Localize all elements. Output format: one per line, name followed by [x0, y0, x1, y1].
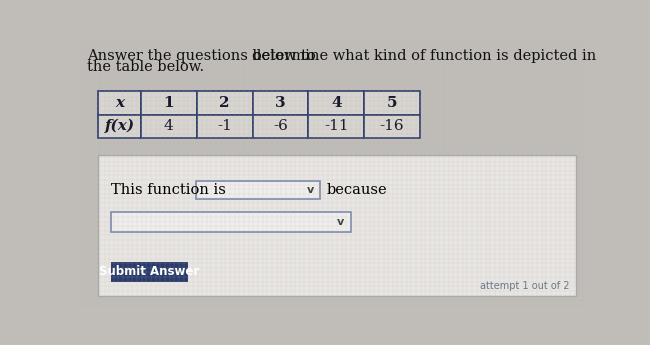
- Bar: [98, 115, 141, 138]
- Text: x: x: [115, 96, 124, 110]
- Text: v: v: [307, 185, 315, 195]
- Bar: [308, 115, 364, 138]
- Text: Answer the questions below to: Answer the questions below to: [88, 49, 316, 63]
- Text: 2: 2: [220, 96, 230, 110]
- Text: 3: 3: [275, 96, 286, 110]
- Bar: [98, 155, 576, 296]
- Bar: [111, 211, 351, 231]
- Text: f(x): f(x): [105, 119, 135, 133]
- Text: 1: 1: [164, 96, 174, 110]
- Text: This function is: This function is: [111, 183, 226, 197]
- Text: 5: 5: [387, 96, 397, 110]
- Bar: [364, 115, 420, 138]
- Text: the table below.: the table below.: [88, 60, 205, 74]
- Text: 4: 4: [331, 96, 341, 110]
- Bar: [197, 115, 253, 138]
- Bar: [252, 91, 308, 115]
- Text: 4: 4: [164, 119, 174, 133]
- Text: -1: -1: [217, 119, 232, 133]
- Bar: [308, 91, 364, 115]
- Text: Submit Answer: Submit Answer: [99, 265, 200, 278]
- Bar: [111, 262, 188, 282]
- Bar: [197, 91, 253, 115]
- Bar: [364, 91, 420, 115]
- Text: attempt 1 out of 2: attempt 1 out of 2: [480, 281, 569, 291]
- Text: v: v: [337, 217, 344, 227]
- Text: -16: -16: [380, 119, 404, 133]
- Bar: [141, 91, 197, 115]
- Bar: [196, 181, 320, 199]
- Text: -6: -6: [273, 119, 288, 133]
- Bar: [141, 115, 197, 138]
- Bar: [98, 91, 141, 115]
- Text: because: because: [326, 183, 387, 197]
- Text: determine what kind of function is depicted in: determine what kind of function is depic…: [252, 49, 596, 63]
- Bar: [252, 115, 308, 138]
- Text: -11: -11: [324, 119, 348, 133]
